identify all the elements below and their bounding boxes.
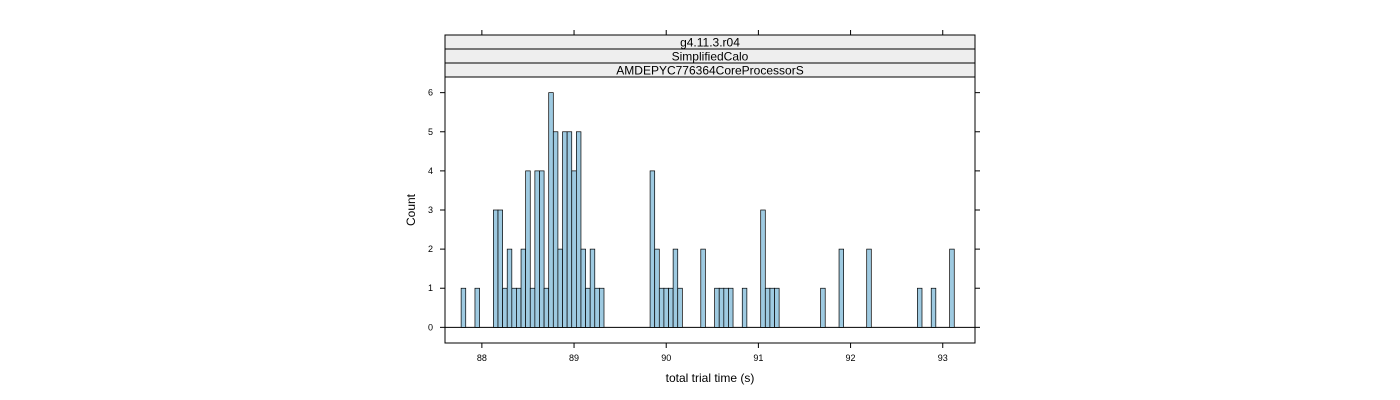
histogram-bar: [585, 287, 591, 328]
histogram-bar: [672, 248, 679, 328]
histogram-bar: [516, 287, 522, 328]
histogram-bar: [575, 131, 582, 328]
histogram-bar: [668, 287, 674, 328]
y-tick-label: 5: [428, 127, 433, 137]
y-tick-label: 3: [428, 205, 433, 215]
histogram-bar: [497, 209, 503, 328]
y-axis-title: Count: [404, 193, 418, 226]
y-tick-label: 0: [428, 322, 433, 332]
histogram-bar: [460, 287, 467, 328]
histogram-bar: [764, 287, 771, 328]
histogram-bar: [930, 287, 937, 328]
histogram-bar: [838, 248, 845, 328]
histogram-bar: [760, 209, 766, 328]
histogram-bar: [543, 287, 550, 328]
histogram-bar: [658, 287, 665, 328]
histogram-bar: [566, 131, 573, 328]
histogram-bar: [718, 287, 725, 328]
x-tick-label: 93: [938, 353, 948, 363]
strip-1-label: g4.11.3.r04: [680, 36, 740, 50]
histogram-bar: [917, 287, 923, 328]
bars: [460, 92, 955, 328]
histogram-bar: [562, 131, 568, 328]
x-tick-label: 89: [569, 353, 579, 363]
histogram-bar: [663, 287, 669, 328]
histogram-bar: [594, 287, 600, 328]
histogram-bar: [539, 170, 545, 328]
x-tick-label: 92: [846, 353, 856, 363]
x-tick-label: 90: [661, 353, 671, 363]
x-tick-label: 91: [753, 353, 763, 363]
histogram-bar: [820, 287, 826, 328]
histogram-bar: [520, 248, 527, 328]
histogram-bar: [774, 287, 780, 328]
histogram-bar: [506, 248, 513, 328]
histogram-bar: [649, 170, 656, 328]
histogram-bar: [511, 287, 517, 328]
histogram-bar: [552, 131, 559, 328]
histogram-bar: [571, 170, 577, 328]
histogram-bar: [589, 248, 596, 328]
y-tick-label: 1: [428, 283, 433, 293]
histogram-bar: [723, 287, 729, 328]
histogram-bar: [525, 170, 531, 328]
histogram-bar: [474, 287, 480, 328]
histogram-bar: [769, 287, 775, 328]
histogram-bar: [493, 209, 499, 328]
histogram-bar: [580, 248, 586, 328]
histogram-bar: [557, 248, 563, 328]
y-tick-label: 6: [428, 88, 433, 98]
x-tick-label: 88: [477, 353, 487, 363]
histogram-bar: [866, 248, 872, 328]
histogram-bar: [599, 287, 605, 328]
histogram-bar: [714, 287, 720, 328]
histogram-bar: [548, 92, 554, 328]
histogram-bar: [700, 248, 706, 328]
histogram-bar: [728, 287, 734, 328]
x-axis-title: total trial time (s): [666, 371, 755, 385]
histogram-bar: [654, 248, 660, 328]
y-tick-label: 4: [428, 166, 433, 176]
histogram-bar: [534, 170, 540, 328]
histogram-bar: [502, 287, 508, 328]
histogram-bar: [677, 287, 683, 328]
y-tick-label: 2: [428, 244, 433, 254]
strip-3-label: AMDEPYC776364CoreProcessorS: [616, 64, 803, 78]
histogram-bar: [741, 287, 748, 328]
axis-ticks: 88 89 90 91 92 93 0 1 2 3 4 5 6: [428, 30, 980, 363]
histogram-bar: [949, 248, 955, 328]
strip-2-label: SimplifiedCalo: [672, 50, 749, 64]
histogram-bar: [529, 287, 536, 328]
